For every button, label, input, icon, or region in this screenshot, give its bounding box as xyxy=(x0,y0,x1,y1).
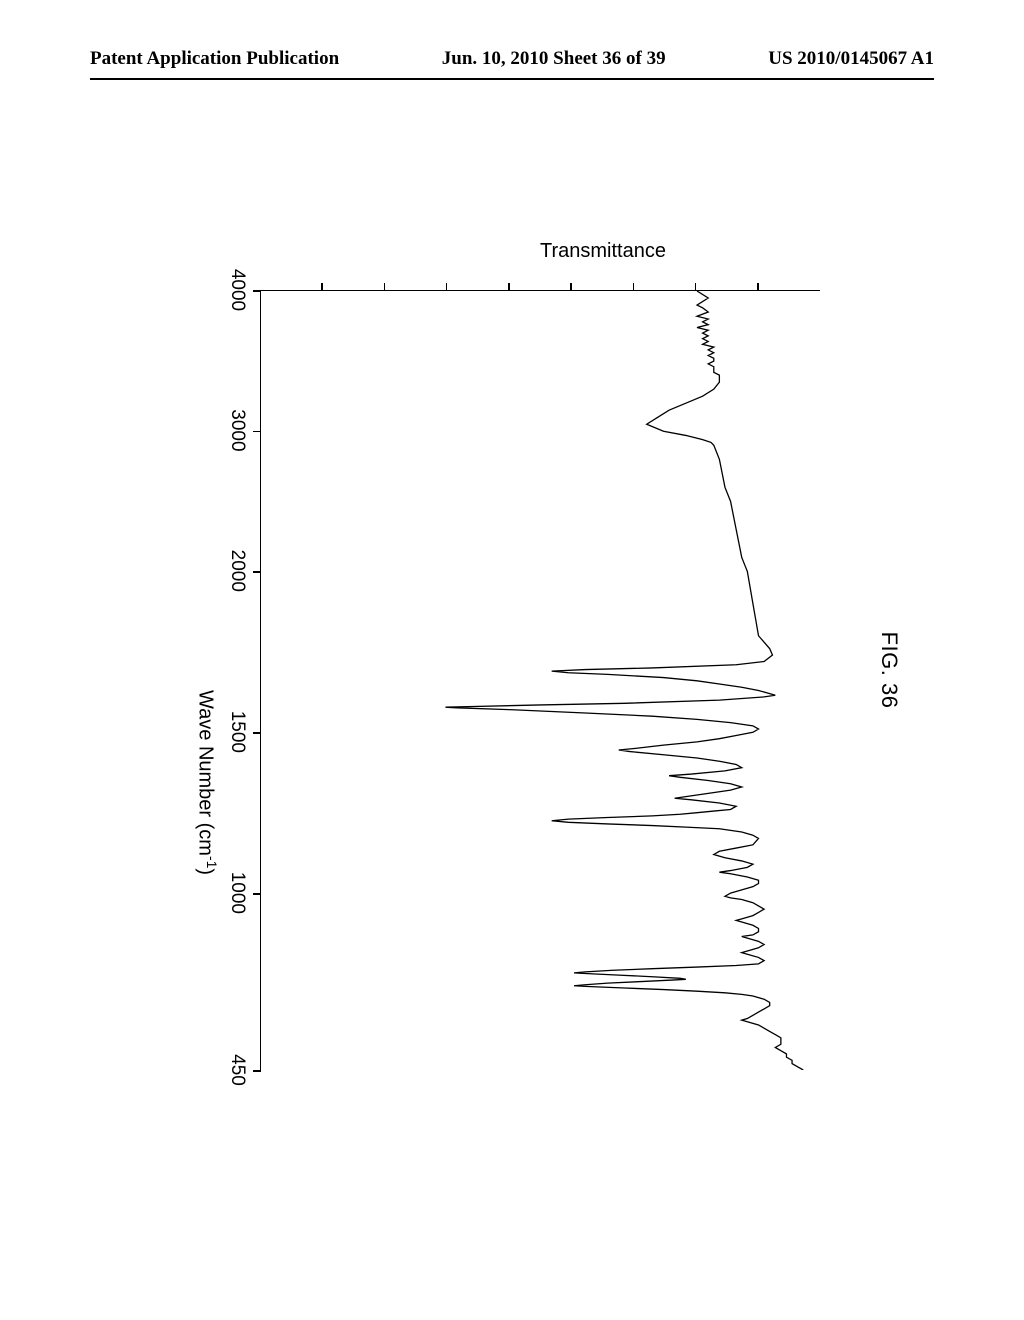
x-tick-mark xyxy=(253,893,261,895)
chart-box xyxy=(260,290,820,1070)
header-left: Patent Application Publication xyxy=(90,48,339,70)
x-tick-mark xyxy=(253,431,261,433)
y-axis-label: Transmittance xyxy=(540,240,666,263)
y-tick-mark xyxy=(384,283,386,291)
header-center: Jun. 10, 2010 Sheet 36 of 39 xyxy=(442,48,666,70)
y-tick-mark xyxy=(757,283,759,291)
rotated-stage: FIG. 36 Transmittance 4000 3000 2000 1500 10… xyxy=(100,160,920,1180)
page-header: Patent Application Publication Jun. 10, … xyxy=(0,48,1024,70)
x-tick-mark xyxy=(253,1070,261,1072)
y-tick-mark xyxy=(570,283,572,291)
y-tick-mark xyxy=(508,283,510,291)
x-tick-label: 1000 xyxy=(226,872,248,914)
x-tick-mark xyxy=(253,571,261,573)
y-tick-mark xyxy=(695,283,697,291)
y-tick-mark xyxy=(633,283,635,291)
x-axis-label: Wave Number (cm-1) xyxy=(193,690,220,875)
x-tick-label: 4000 xyxy=(226,269,248,311)
figure-area: FIG. 36 Transmittance 4000 3000 2000 1500 10… xyxy=(100,160,920,1180)
x-tick-label: 1500 xyxy=(226,711,248,753)
x-tick-mark xyxy=(253,732,261,734)
figure-title: FIG. 36 xyxy=(876,632,902,709)
x-tick-label: 3000 xyxy=(226,409,248,451)
x-tick-mark xyxy=(253,290,261,292)
y-tick-mark xyxy=(321,283,323,291)
spectrum-line xyxy=(261,291,820,1070)
header-rule xyxy=(90,78,934,80)
x-tick-label: 2000 xyxy=(226,550,248,592)
y-tick-mark xyxy=(446,283,448,291)
x-tick-label: 450 xyxy=(226,1054,248,1086)
header-right: US 2010/0145067 A1 xyxy=(768,48,934,70)
